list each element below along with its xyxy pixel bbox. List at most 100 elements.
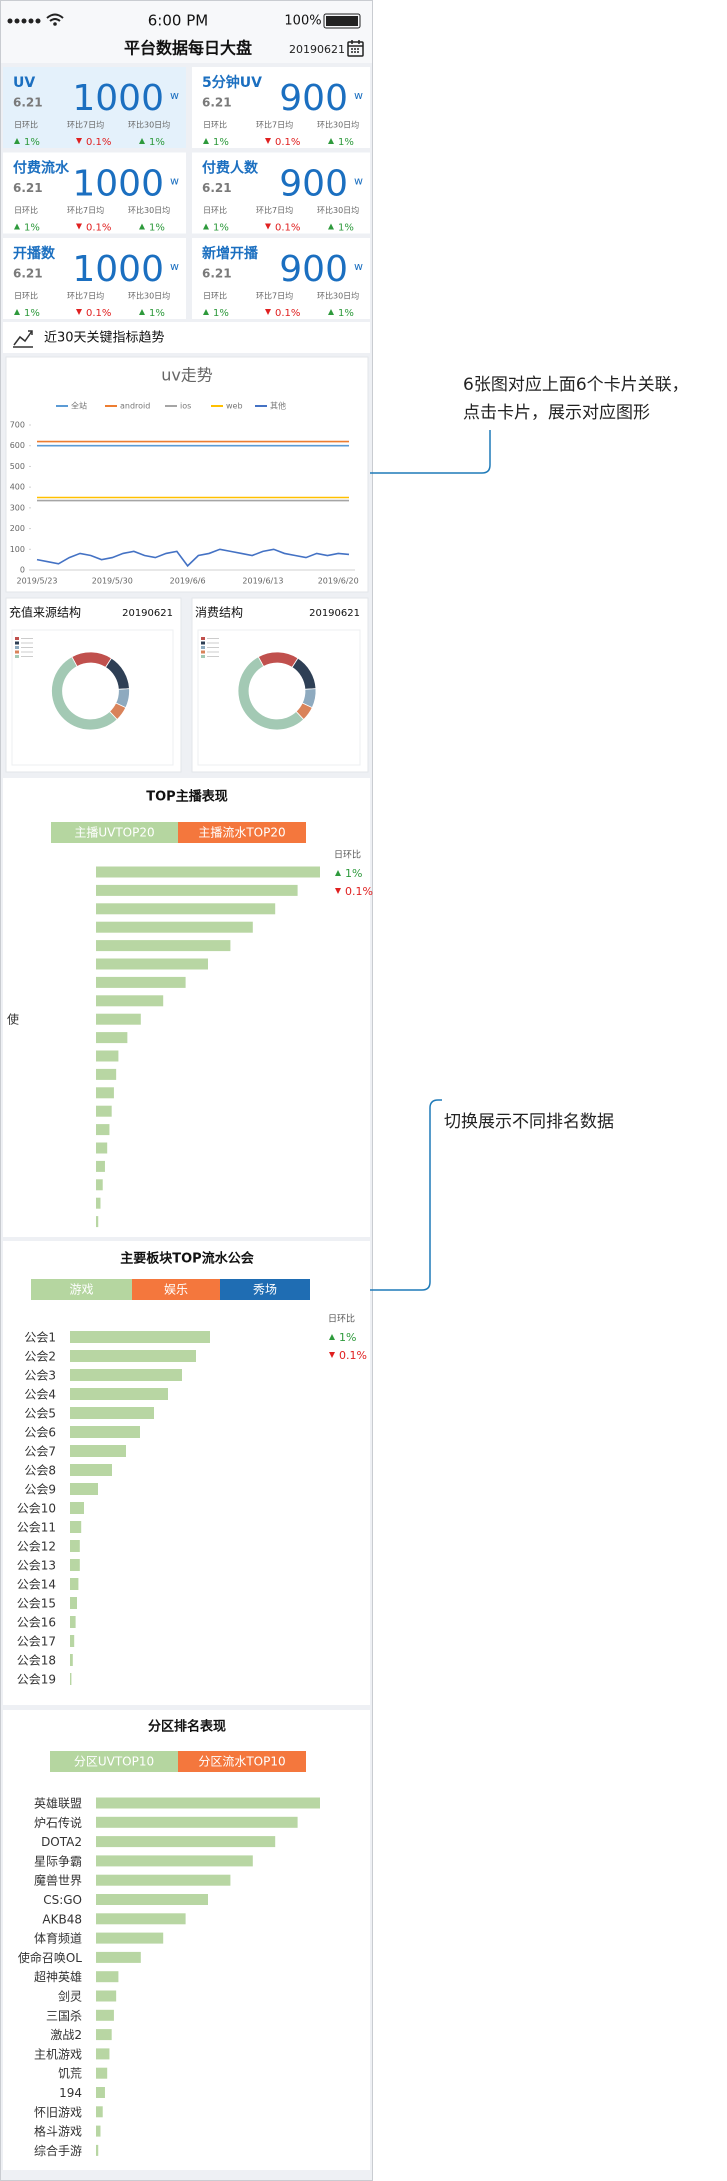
card-unit: w [354, 89, 363, 102]
ranking-tab[interactable] [50, 1751, 178, 1772]
ranking-tab-label[interactable]: 娱乐 [164, 1283, 188, 1297]
arrow-up [335, 870, 341, 876]
metric-card[interactable] [192, 238, 370, 319]
bar [70, 1540, 80, 1552]
change-value: 1% [338, 137, 354, 148]
bar-label: 使 [7, 1012, 19, 1027]
compare-label: 环比30日均 [317, 205, 359, 215]
arrow-up [329, 1334, 335, 1340]
bar [96, 1179, 103, 1191]
metric-card[interactable] [192, 152, 370, 234]
legend-label: 其他 [270, 401, 286, 411]
legend-label: web [226, 402, 243, 411]
card-title: UV [13, 75, 35, 91]
arrow-up [328, 309, 334, 315]
bar-label: 魔兽世界 [34, 1873, 82, 1888]
bar [96, 1050, 119, 1062]
bar [96, 1142, 108, 1154]
ranking-title: 分区排名表现 [148, 1719, 226, 1735]
change-value: 0.1% [275, 223, 300, 234]
ranking-tab-label[interactable]: 秀场 [253, 1283, 277, 1297]
x-tick-label: 2019/6/20 [318, 577, 359, 586]
legend-label: ios [180, 402, 191, 411]
bar [70, 1502, 84, 1514]
trend-header: 近30天关键指标趋势 [44, 330, 165, 346]
arrow-up [139, 223, 145, 230]
card-date: 6.21 [13, 181, 43, 195]
metric-card[interactable] [3, 67, 186, 148]
ranking-tab[interactable] [132, 1279, 220, 1300]
ranking-tab[interactable] [220, 1279, 310, 1300]
change-value: 1% [213, 308, 229, 319]
arrow-down [76, 309, 82, 315]
arrow-down [265, 309, 271, 315]
bar-label: DOTA2 [41, 1835, 82, 1849]
ranking-tab[interactable] [51, 822, 178, 843]
bar [70, 1559, 80, 1571]
legend-swatch [201, 637, 205, 640]
calendar-icon[interactable] [347, 40, 364, 57]
bar [96, 866, 320, 878]
bar [96, 2048, 110, 2060]
arrow-up [203, 223, 209, 230]
bar-label: 超神英雄 [34, 1969, 82, 1984]
legend-swatch [15, 655, 19, 658]
bar [96, 1013, 141, 1025]
card-title: 付费流水 [13, 160, 70, 177]
legend-swatch [15, 637, 19, 640]
legend-swatch [201, 650, 205, 654]
donut-segment [51, 656, 118, 731]
metric-card[interactable] [192, 67, 370, 148]
bar [96, 1124, 110, 1136]
compare-label: 日环比 [203, 120, 227, 130]
bar-label: 主机游戏 [34, 2047, 82, 2061]
bar [70, 1407, 154, 1419]
bar [96, 903, 276, 915]
ranking-tab[interactable] [31, 1279, 132, 1300]
ranking-panel [3, 778, 370, 1237]
bar [96, 1816, 298, 1828]
legend-swatch [201, 646, 205, 649]
card-date: 6.21 [202, 267, 232, 281]
bar-label: 公会19 [17, 1673, 56, 1687]
donut-date: 20190621 [309, 608, 360, 619]
ranking-tab[interactable] [178, 1751, 306, 1772]
bar-label: 星际争霸 [34, 1854, 82, 1868]
signal-icon [7, 13, 64, 26]
ranking-tab-label[interactable]: 主播流水TOP20 [198, 826, 285, 840]
bar [96, 921, 253, 933]
change-value: 1% [338, 223, 354, 234]
compare-label: 环比30日均 [128, 291, 170, 301]
bar [70, 1331, 210, 1343]
bar-label: 公会7 [24, 1445, 56, 1459]
bar [70, 1578, 79, 1590]
arrow-down [329, 1352, 335, 1358]
compare-label: 环比7日均 [256, 205, 293, 215]
card-date: 6.21 [202, 181, 232, 195]
bar [96, 1032, 128, 1044]
card-unit: w [354, 175, 363, 188]
ranking-tab-label[interactable]: 主播UVTOP20 [74, 826, 154, 840]
change-value: 1% [24, 223, 40, 234]
metric-card[interactable] [3, 238, 186, 319]
bar-label: 饥荒 [58, 2067, 82, 2081]
bar [96, 1990, 117, 2002]
card-date: 6.21 [13, 267, 43, 281]
ranking-tab-label[interactable]: 游戏 [69, 1283, 93, 1297]
metric-card[interactable] [3, 152, 186, 234]
annotation-connector [310, 1099, 442, 1291]
card-value: 900 [279, 249, 348, 290]
compare-label: 日环比 [14, 291, 38, 301]
bar-label: 体育频道 [34, 1931, 82, 1946]
bar [96, 2144, 99, 2156]
ranking-tab[interactable] [178, 822, 306, 843]
ranking-tab-label[interactable]: 分区流水TOP10 [198, 1755, 285, 1769]
compare-label: 环比30日均 [317, 120, 359, 130]
ranking-tab-label[interactable]: 分区UVTOP10 [74, 1755, 154, 1769]
bar [70, 1464, 112, 1476]
arrow-down [76, 223, 82, 230]
series-line [36, 548, 350, 568]
bar-label: 公会18 [17, 1654, 56, 1668]
